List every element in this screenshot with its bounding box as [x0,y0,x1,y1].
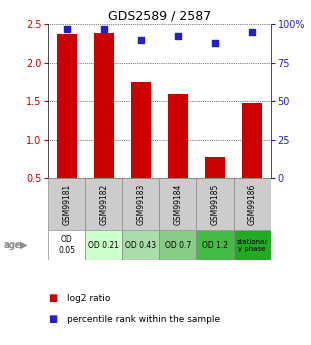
Text: OD 0.43: OD 0.43 [125,240,156,249]
Text: GSM99181: GSM99181 [62,183,71,225]
Bar [168,93,188,178]
Text: ■: ■ [48,314,58,324]
Text: ■: ■ [48,294,58,303]
Point [64,26,69,31]
Text: OD
0.05: OD 0.05 [58,235,75,255]
Bar [48,178,85,230]
Bar [205,157,225,178]
Bar [48,230,85,260]
Bar [159,178,197,230]
Bar [131,82,151,178]
Bar [242,103,262,178]
Text: OD 0.7: OD 0.7 [165,240,191,249]
Text: ▶: ▶ [20,240,28,250]
Text: stationar
y phase: stationar y phase [236,238,268,252]
Bar [122,230,159,260]
Text: age: age [3,240,21,250]
Point [175,34,180,39]
Bar [85,230,122,260]
Text: percentile rank within the sample: percentile rank within the sample [67,315,220,324]
Text: OD 0.21: OD 0.21 [88,240,119,249]
Text: GSM99184: GSM99184 [174,183,183,225]
Bar [57,34,77,178]
Text: GSM99182: GSM99182 [99,183,108,225]
Bar [234,178,271,230]
Point [101,26,106,31]
Text: GSM99186: GSM99186 [248,183,257,225]
Point [138,37,143,42]
Title: GDS2589 / 2587: GDS2589 / 2587 [108,10,211,23]
Text: log2 ratio: log2 ratio [67,294,110,303]
Bar [197,230,234,260]
Point [249,29,254,34]
Bar [159,230,197,260]
Bar [197,178,234,230]
Bar [122,178,159,230]
Text: age: age [3,240,20,249]
Bar [85,178,122,230]
Bar [94,33,114,178]
Bar [234,230,271,260]
Text: GSM99183: GSM99183 [136,183,145,225]
Point [212,40,217,46]
Text: GSM99185: GSM99185 [211,183,220,225]
Text: OD 1.2: OD 1.2 [202,240,228,249]
